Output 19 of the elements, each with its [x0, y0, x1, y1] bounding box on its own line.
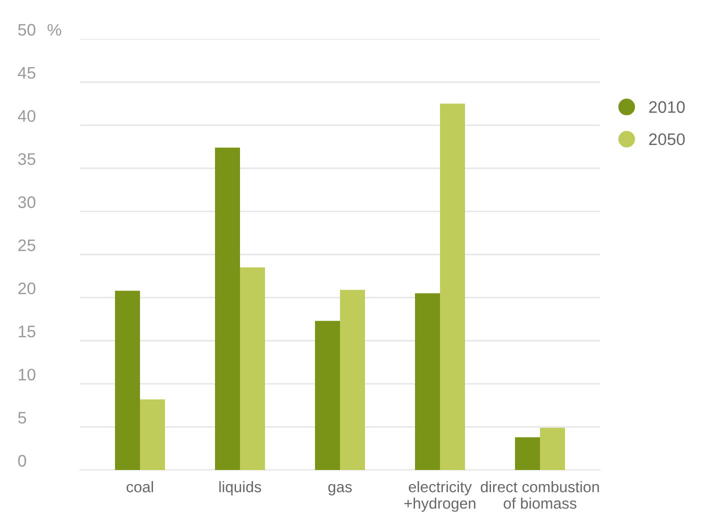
y-axis-title: % — [48, 24, 62, 36]
legend-label: 2050 — [649, 133, 685, 146]
y-tick-label: 0 — [18, 454, 26, 467]
y-tick-label: 40 — [18, 110, 36, 122]
y-tick-label: 25 — [18, 239, 36, 252]
legend-label: 2010 — [649, 101, 685, 113]
x-tick-label: liquids — [219, 481, 262, 496]
y-tick-label: 30 — [18, 196, 36, 208]
y-tick-label: 10 — [18, 368, 36, 381]
y-tick-label: 45 — [18, 67, 36, 79]
y-tick-label: 5 — [18, 412, 26, 424]
y-tick-label: 15 — [18, 326, 36, 338]
x-tick-label: coal — [126, 481, 153, 492]
x-tick-label: gas — [328, 484, 352, 496]
y-tick-label: 20 — [18, 282, 36, 294]
x-tick-label: electricity +hydrogen — [404, 481, 476, 512]
x-tick-label: direct combustion of biomass — [480, 481, 599, 509]
y-tick-label: 35 — [18, 153, 36, 166]
y-tick-label: 50 — [18, 24, 36, 36]
